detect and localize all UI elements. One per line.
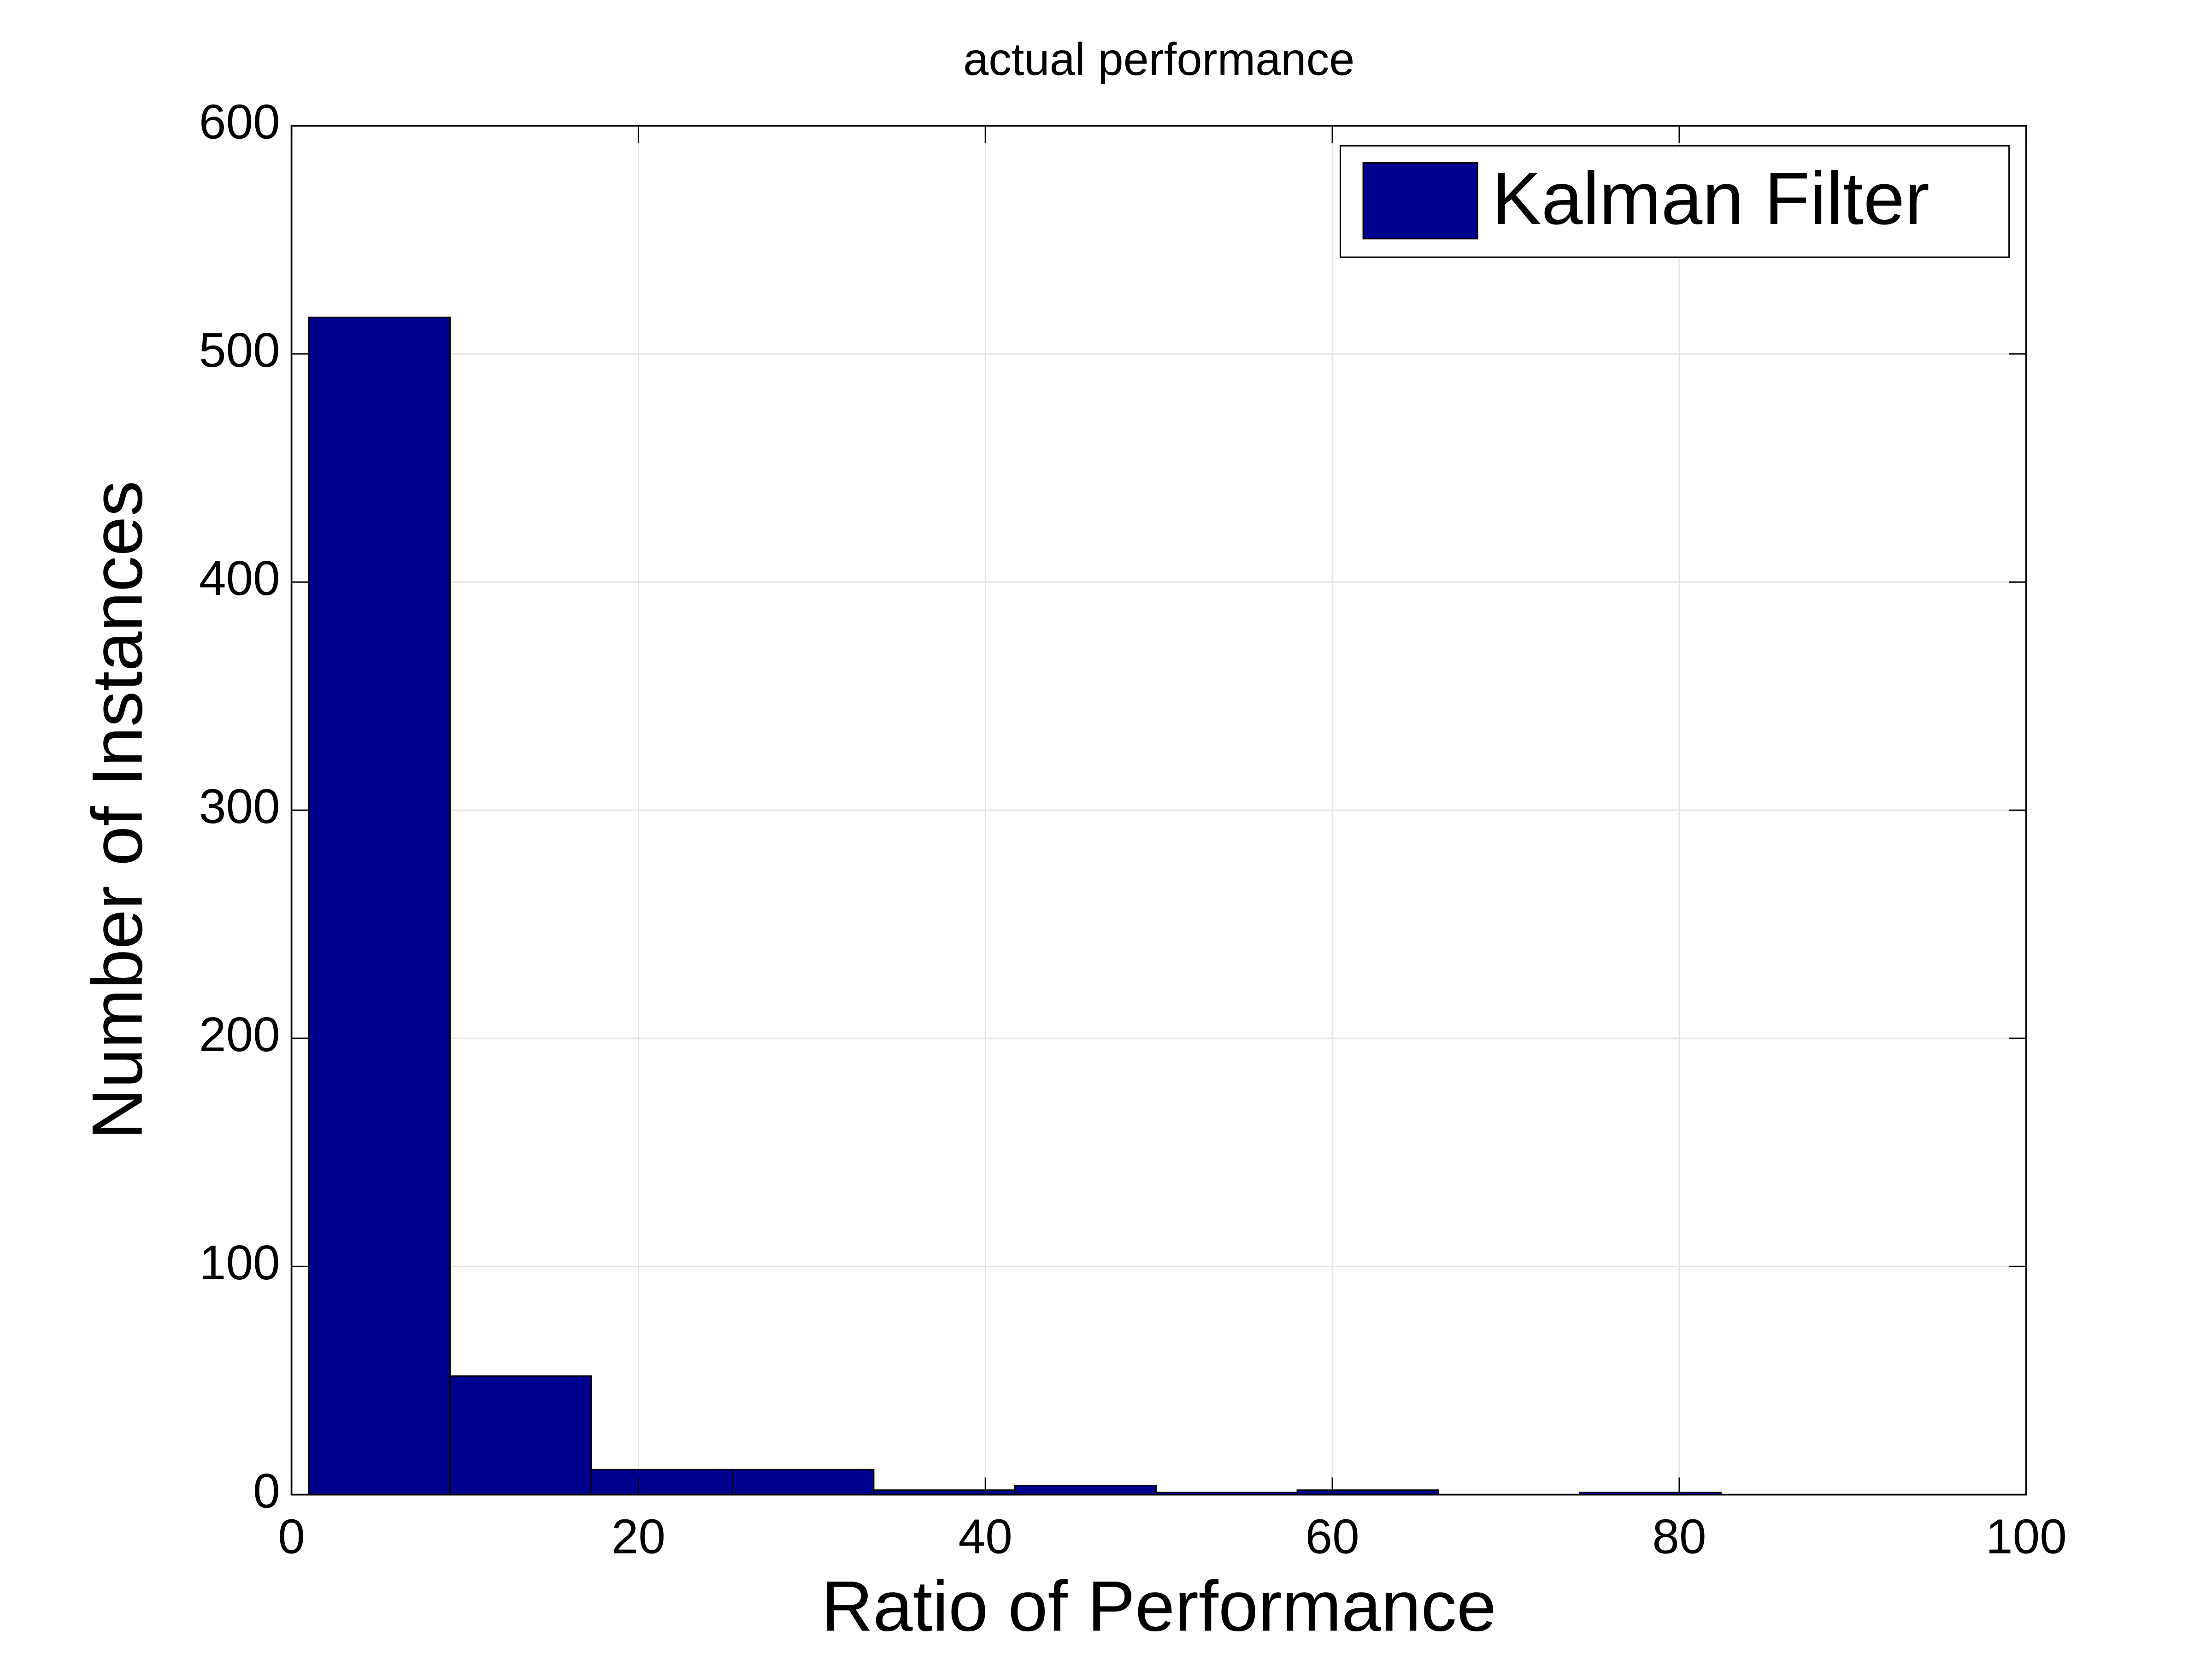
legend-swatch <box>1362 162 1478 240</box>
x-tick-label: 40 <box>959 1510 1012 1564</box>
y-tick-label: 300 <box>199 780 280 834</box>
bar <box>308 317 451 1495</box>
y-axis-label: Number of Instances <box>77 481 157 1140</box>
bar <box>449 1375 592 1495</box>
legend: Kalman Filter <box>1339 145 2010 258</box>
bar <box>731 1469 875 1495</box>
x-tick-label: 0 <box>278 1510 305 1564</box>
bar <box>1014 1485 1157 1495</box>
x-tick-label: 80 <box>1652 1510 1706 1564</box>
bars <box>308 317 1722 1495</box>
y-tick-label: 100 <box>199 1236 280 1290</box>
x-tick-label: 100 <box>1986 1510 2067 1564</box>
x-tick-label: 20 <box>612 1510 665 1564</box>
y-tick-label: 500 <box>199 324 280 377</box>
x-tick-label: 60 <box>1306 1510 1359 1564</box>
y-tick-label: 200 <box>199 1008 280 1062</box>
legend-label: Kalman Filter <box>1492 157 1930 240</box>
x-axis-label: Ratio of Performance <box>821 1566 1496 1646</box>
y-tick-label: 0 <box>253 1464 280 1518</box>
ticks: 0 20 40 60 80 100 0 100 200 300 400 500 600 <box>199 95 2067 1564</box>
grid <box>291 125 2027 1495</box>
y-tick-label: 400 <box>199 552 280 606</box>
y-tick-label: 600 <box>199 95 280 149</box>
chart-title: actual performance <box>963 34 1354 85</box>
bar <box>590 1469 734 1495</box>
